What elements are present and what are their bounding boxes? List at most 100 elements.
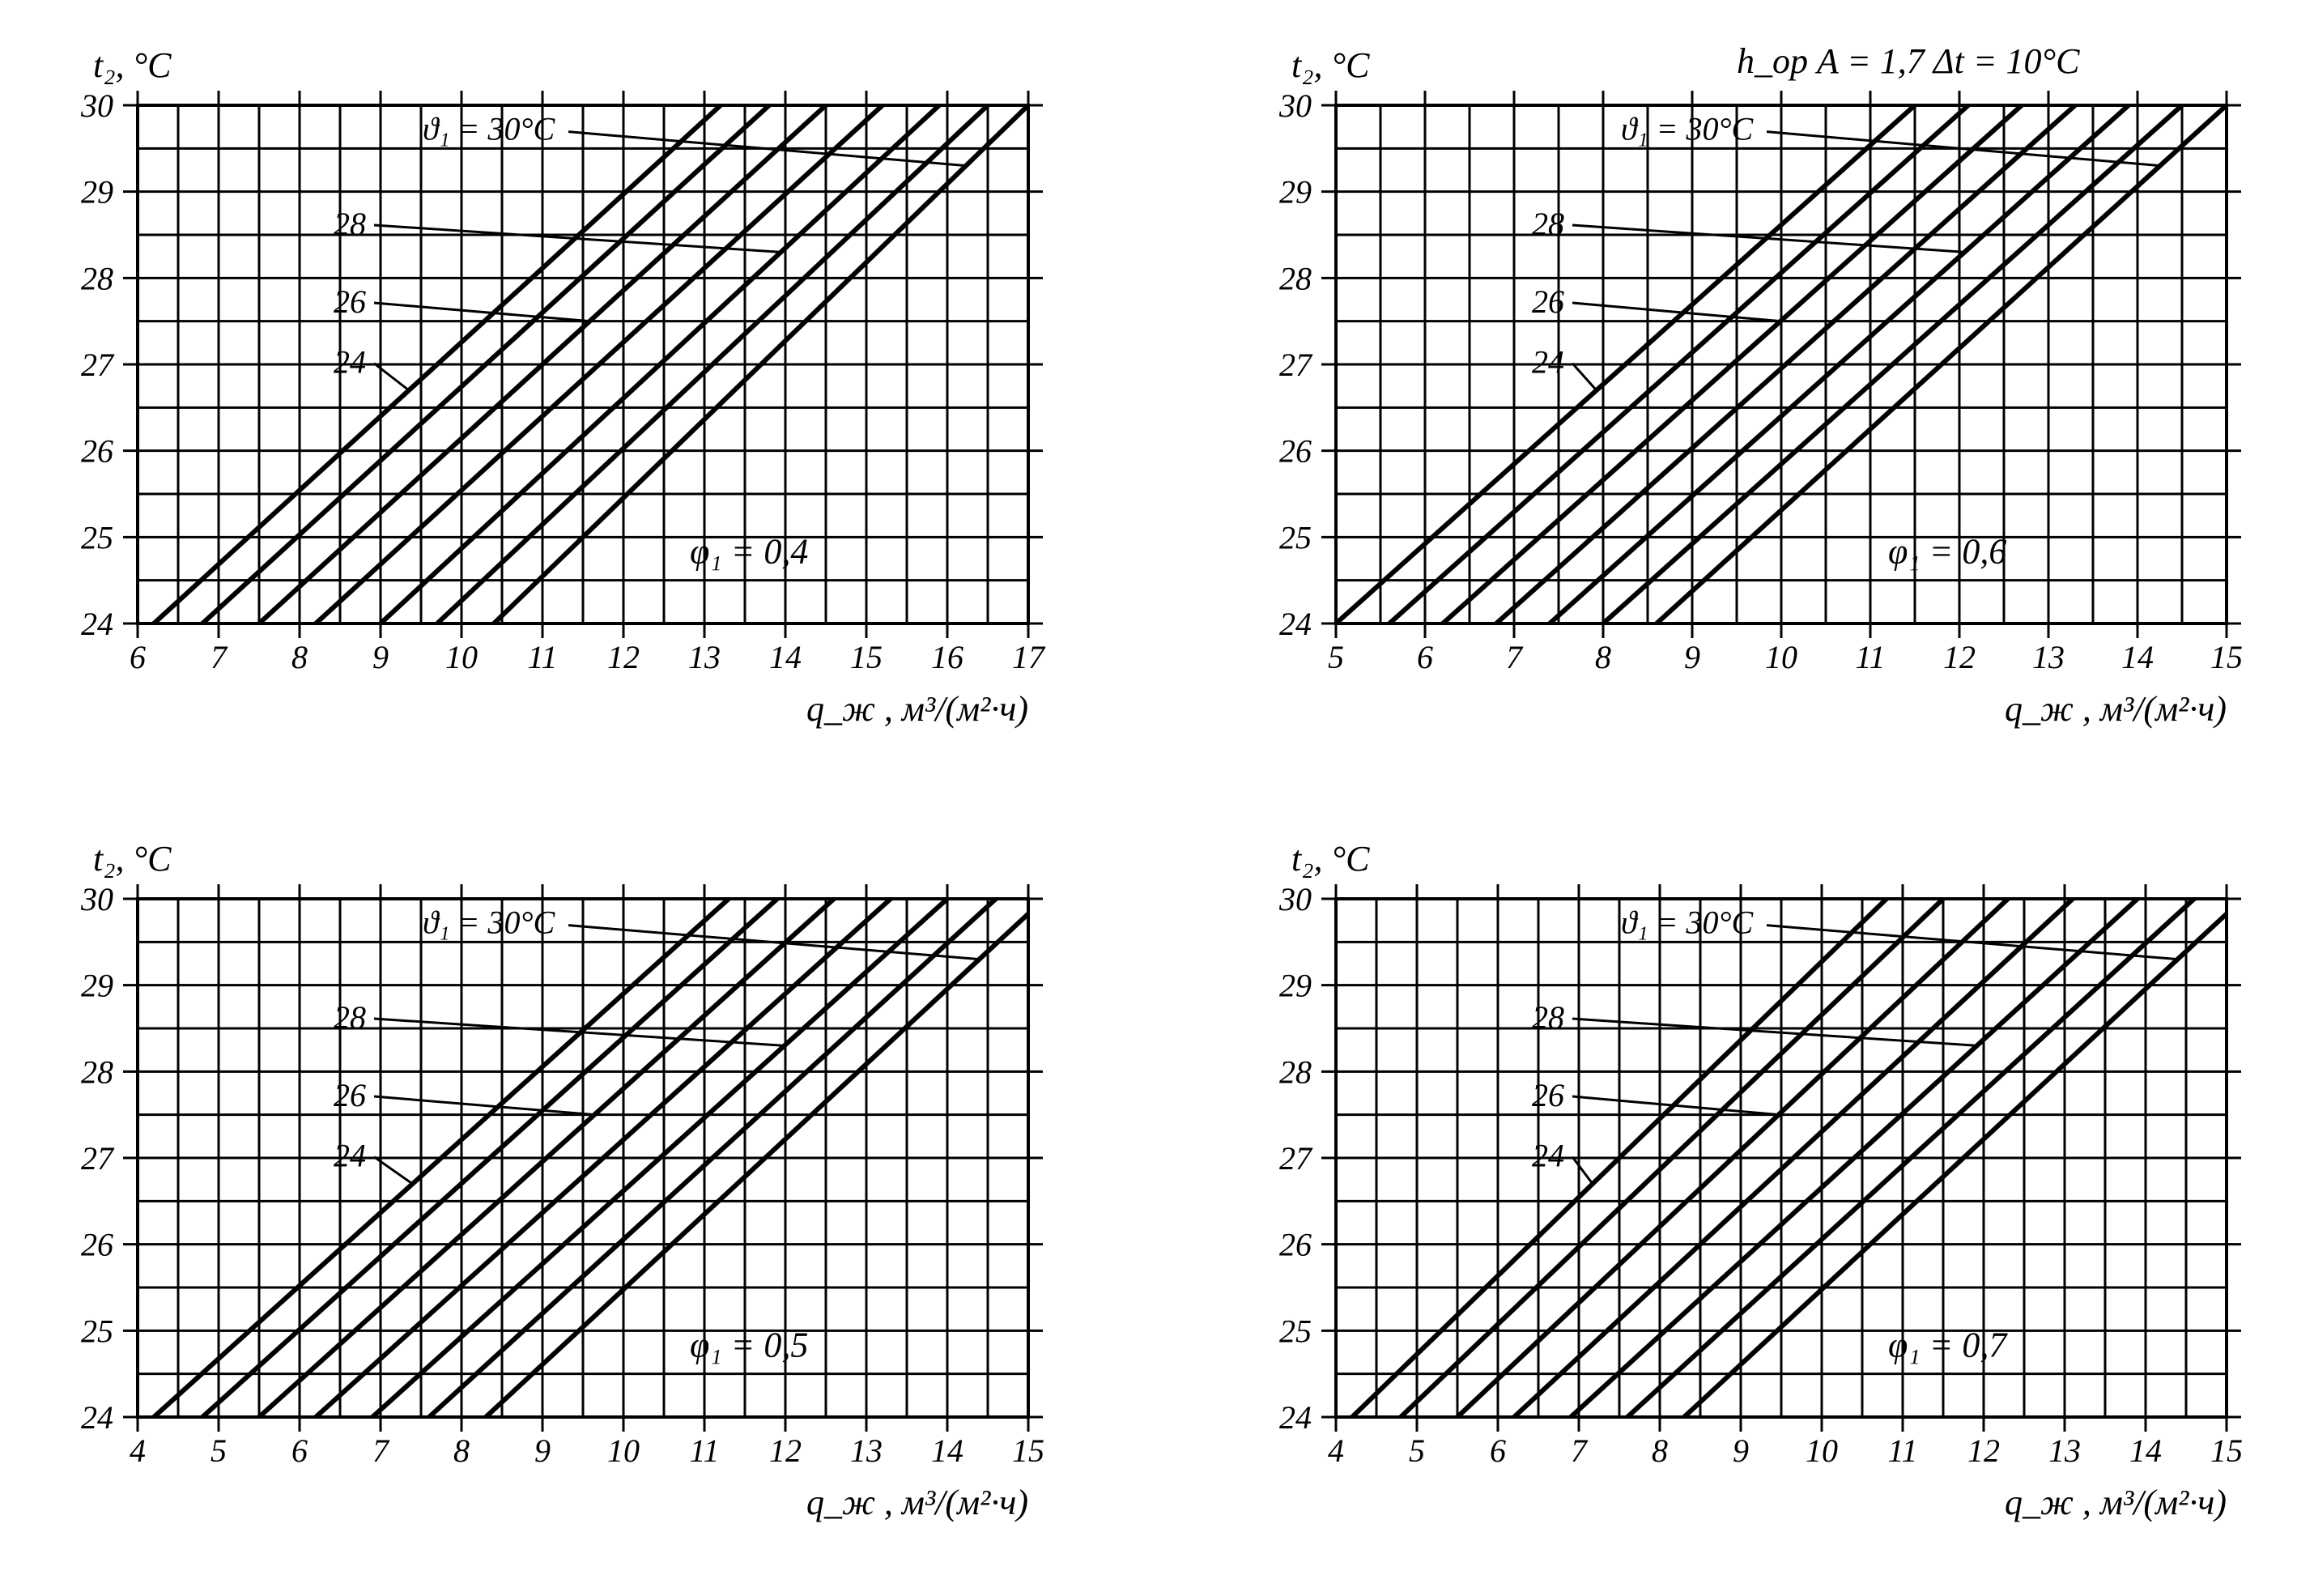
svg-text:12: 12 [1943, 639, 1976, 675]
curve-label-28: 28 [334, 999, 366, 1036]
svg-text:13: 13 [2048, 1432, 2081, 1469]
svg-text:15: 15 [850, 639, 883, 675]
svg-text:24: 24 [81, 1399, 113, 1436]
svg-text:12: 12 [769, 1432, 802, 1469]
svg-text:7: 7 [372, 1432, 390, 1469]
svg-text:14: 14 [2121, 639, 2154, 675]
curve-label-30: ϑ₁ = 30°C [1621, 111, 1755, 147]
curve-label-28: 28 [1532, 206, 1564, 242]
svg-text:8: 8 [1595, 639, 1611, 675]
svg-text:4: 4 [130, 1432, 146, 1469]
svg-text:10: 10 [1806, 1432, 1838, 1469]
svg-text:25: 25 [1279, 519, 1312, 555]
y-axis-title: t₂, °C [93, 839, 172, 879]
x-axis-title: q_ж , м³/(м²·ч) [806, 1483, 1028, 1522]
svg-text:28: 28 [1279, 260, 1312, 296]
chart-panel-phi05: 45678910111213141524252627282930t₂, °Cq_… [32, 810, 1085, 1587]
svg-text:28: 28 [81, 260, 113, 296]
svg-text:10: 10 [1765, 639, 1797, 675]
curve-label-24: 24 [1532, 344, 1564, 381]
curve-label-28: 28 [334, 206, 366, 242]
svg-text:9: 9 [534, 1432, 551, 1469]
svg-text:8: 8 [291, 639, 308, 675]
curve-label-30: ϑ₁ = 30°C [423, 111, 556, 147]
svg-text:25: 25 [1279, 1313, 1312, 1349]
figure-wrap: { "global": { "bg_color": "#ffffff", "li… [0, 0, 2314, 1596]
svg-text:9: 9 [1733, 1432, 1749, 1469]
svg-text:4: 4 [1328, 1432, 1344, 1469]
svg-text:7: 7 [211, 639, 228, 675]
svg-text:8: 8 [1652, 1432, 1668, 1469]
curve-label-30: ϑ₁ = 30°C [1621, 904, 1755, 941]
svg-text:12: 12 [607, 639, 640, 675]
y-axis-title: t₂, °C [1291, 45, 1370, 85]
svg-text:13: 13 [688, 639, 721, 675]
svg-text:11: 11 [1855, 639, 1885, 675]
svg-text:12: 12 [1967, 1432, 2000, 1469]
y-axis-title: t₂, °C [93, 45, 172, 85]
curve-label-26: 26 [334, 283, 366, 320]
svg-text:8: 8 [453, 1432, 470, 1469]
svg-text:27: 27 [1279, 347, 1313, 383]
svg-text:26: 26 [81, 433, 113, 470]
curve-label-24: 24 [334, 1138, 366, 1174]
svg-text:7: 7 [1506, 639, 1524, 675]
svg-text:5: 5 [211, 1432, 227, 1469]
svg-text:14: 14 [769, 639, 802, 675]
curve-label-24: 24 [1532, 1138, 1564, 1174]
svg-text:15: 15 [2210, 639, 2243, 675]
curve-label-26: 26 [1532, 283, 1564, 320]
svg-text:14: 14 [931, 1432, 963, 1469]
svg-text:15: 15 [1012, 1432, 1044, 1469]
svg-text:24: 24 [81, 606, 113, 642]
svg-text:15: 15 [2210, 1432, 2243, 1469]
svg-text:11: 11 [1887, 1432, 1917, 1469]
svg-text:6: 6 [1490, 1432, 1506, 1469]
svg-text:29: 29 [81, 968, 113, 1004]
x-axis-title: q_ж , м³/(м²·ч) [2005, 689, 2227, 729]
curve-label-24: 24 [334, 344, 366, 381]
svg-text:13: 13 [2032, 639, 2065, 675]
chart-panel-phi04: 6789101112131415161724252627282930t₂, °C… [32, 16, 1085, 794]
curve-label-28: 28 [1532, 999, 1564, 1036]
svg-text:24: 24 [1279, 1399, 1312, 1436]
x-axis-title: q_ж , м³/(м²·ч) [806, 689, 1028, 729]
svg-text:30: 30 [80, 87, 113, 124]
svg-text:30: 30 [80, 881, 113, 917]
svg-text:11: 11 [527, 639, 557, 675]
svg-text:26: 26 [81, 1227, 113, 1263]
svg-text:26: 26 [1279, 1227, 1312, 1263]
curve-label-26: 26 [1532, 1077, 1564, 1113]
svg-text:25: 25 [81, 519, 113, 555]
svg-text:25: 25 [81, 1313, 113, 1349]
svg-text:10: 10 [607, 1432, 640, 1469]
svg-text:11: 11 [689, 1432, 719, 1469]
svg-text:6: 6 [1417, 639, 1433, 675]
svg-text:5: 5 [1409, 1432, 1425, 1469]
svg-text:6: 6 [291, 1432, 308, 1469]
chart-panel-phi07: 45678910111213141524252627282930t₂, °Cq_… [1231, 810, 2283, 1587]
phi-label: φ₁ = 0,6 [1888, 531, 2006, 571]
curve-label-26: 26 [334, 1077, 366, 1113]
svg-text:14: 14 [2129, 1432, 2162, 1469]
header-text: h_ор A = 1,7 Δt = 10°C [1737, 40, 2079, 82]
svg-text:28: 28 [1279, 1053, 1312, 1090]
svg-text:5: 5 [1328, 639, 1344, 675]
svg-text:24: 24 [1279, 606, 1312, 642]
svg-text:27: 27 [81, 347, 115, 383]
curve-label-30: ϑ₁ = 30°C [423, 904, 556, 941]
svg-text:27: 27 [81, 1140, 115, 1177]
svg-text:29: 29 [81, 174, 113, 211]
svg-text:17: 17 [1012, 639, 1046, 675]
svg-text:9: 9 [372, 639, 389, 675]
x-axis-title: q_ж , м³/(м²·ч) [2005, 1483, 2227, 1522]
svg-text:7: 7 [1571, 1432, 1589, 1469]
phi-label: φ₁ = 0,4 [690, 531, 808, 571]
svg-text:29: 29 [1279, 174, 1312, 211]
svg-text:28: 28 [81, 1053, 113, 1090]
chart-panel-phi06: 5678910111213141524252627282930t₂, °Cq_ж… [1231, 16, 2283, 794]
svg-text:29: 29 [1279, 968, 1312, 1004]
y-axis-title: t₂, °C [1291, 839, 1370, 879]
svg-text:27: 27 [1279, 1140, 1313, 1177]
svg-text:16: 16 [931, 639, 963, 675]
